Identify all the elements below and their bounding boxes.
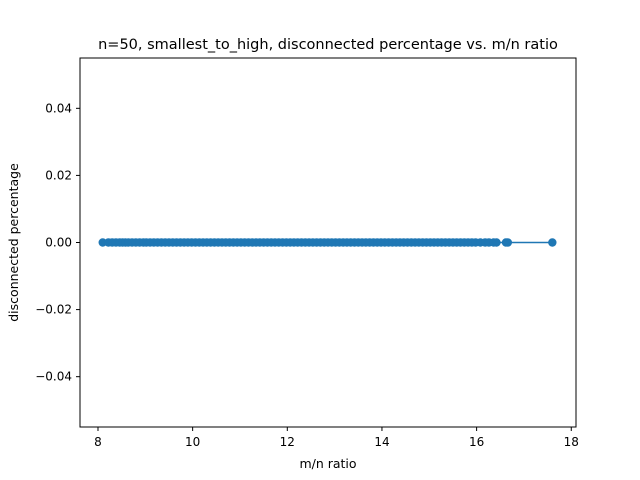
y-axis: 0.04 0.02 0.00 −0.02 −0.04: [35, 101, 80, 384]
x-tick-label: 14: [374, 435, 389, 449]
y-axis-label: disconnected percentage: [6, 163, 21, 322]
x-axis-label: m/n ratio: [299, 456, 356, 471]
x-tick-label: 12: [280, 435, 295, 449]
x-axis: 8 10 12 14 16 18: [94, 427, 579, 449]
x-tick-label: 16: [469, 435, 484, 449]
series-markers: [98, 238, 557, 247]
x-tick-label: 10: [185, 435, 200, 449]
chart-title: n=50, smallest_to_high, disconnected per…: [98, 37, 558, 53]
y-tick-label: 0.02: [45, 168, 72, 182]
data-point: [503, 238, 513, 247]
y-tick-label: −0.04: [35, 370, 72, 384]
data-point: [548, 238, 557, 247]
plot-area: [98, 238, 557, 247]
y-tick-label: −0.02: [35, 303, 72, 317]
y-tick-label: 0.04: [45, 101, 72, 115]
x-tick-label: 8: [94, 435, 102, 449]
x-tick-label: 18: [564, 435, 579, 449]
data-point: [492, 238, 501, 247]
y-tick-label: 0.00: [45, 236, 72, 250]
